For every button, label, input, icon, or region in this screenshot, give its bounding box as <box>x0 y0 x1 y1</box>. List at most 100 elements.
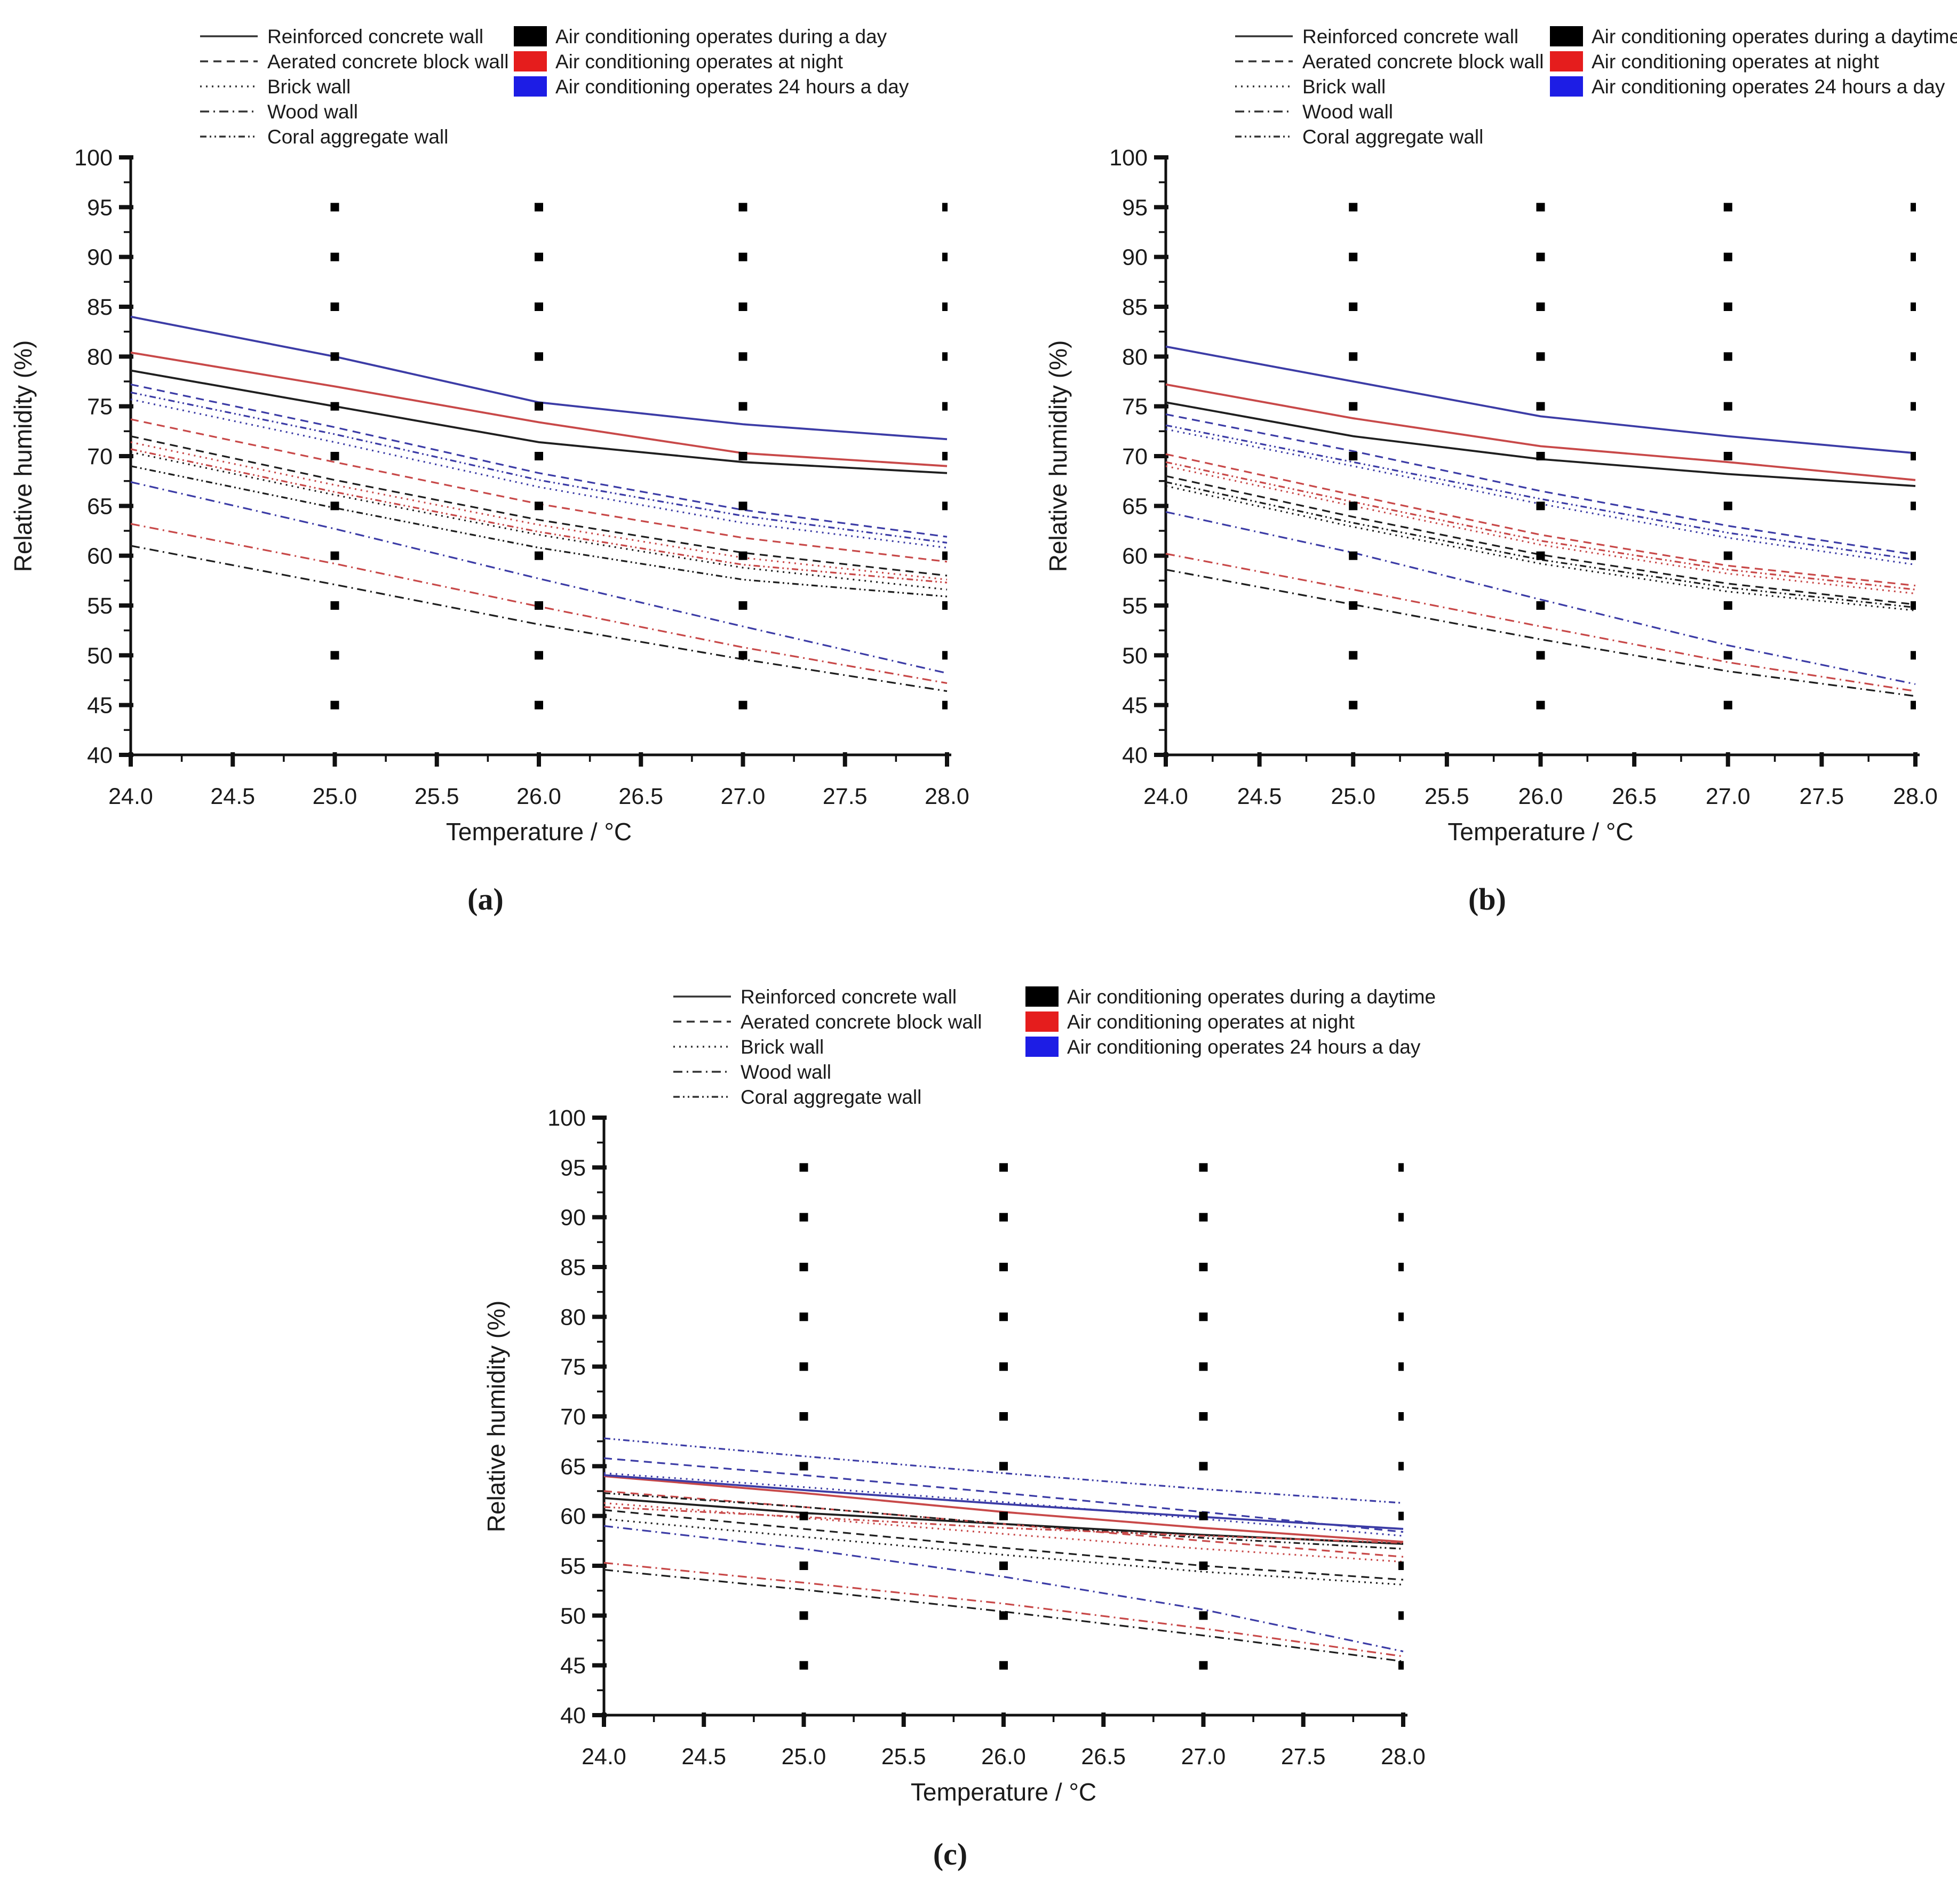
grid-dot <box>942 700 948 710</box>
series-brick-wall-h24 <box>130 399 948 549</box>
grid-dot <box>1398 1511 1404 1520</box>
grid-dot <box>1723 302 1732 311</box>
grid-dot <box>942 452 948 460</box>
grid-dot <box>1398 1412 1404 1421</box>
grid-dot <box>1398 1611 1404 1620</box>
grid-dot <box>535 302 543 311</box>
grid-dot <box>1398 1661 1404 1670</box>
series-wood-wall-day <box>1165 569 1916 697</box>
x-tick-label: 24.5 <box>681 1744 726 1770</box>
x-axis-title: Temperature / °C <box>446 818 632 846</box>
grid-dot <box>999 1163 1008 1172</box>
grid-dot <box>330 501 339 511</box>
series-brick-wall-day <box>1165 485 1916 611</box>
legend-swatch-air-conditioning-operates-during-a-daytime <box>1025 986 1059 1007</box>
y-tick-label: 100 <box>1109 145 1148 171</box>
series-aerated-concrete-block-wall-night <box>603 1490 1404 1558</box>
grid-dot <box>999 1263 1008 1271</box>
grid-dot <box>738 352 747 361</box>
grid-dot <box>799 1562 808 1570</box>
x-tick-label: 26.5 <box>1612 784 1657 809</box>
grid-dot <box>799 1661 808 1670</box>
series-reinforced-concrete-wall-night <box>1165 383 1916 481</box>
legend-label-coral-aggregate-wall: Coral aggregate wall <box>741 1086 921 1108</box>
legend-label-air-conditioning-operates-at-night: Air conditioning operates at night <box>1592 51 1880 73</box>
grid-dot <box>1536 452 1545 460</box>
legend-label-air-conditioning-operates-during-a-daytime: Air conditioning operates during a dayti… <box>1067 986 1436 1008</box>
grid-dot <box>1349 551 1358 560</box>
series-reinforced-concrete-wall-day <box>130 369 948 474</box>
grid-dot <box>799 1163 808 1172</box>
grid-dot <box>1349 402 1358 411</box>
y-tick-label: 45 <box>87 693 113 719</box>
x-tick-label: 26.0 <box>1518 784 1563 809</box>
series-reinforced-concrete-wall-day <box>1165 401 1916 487</box>
y-ticks: 40 45 50 55 60 65 70 75 80 85 90 95 100 <box>547 1105 607 1728</box>
grid-dot <box>999 1562 1008 1570</box>
y-tick-label: 95 <box>560 1155 586 1181</box>
x-tick-label: 27.5 <box>1281 1744 1326 1770</box>
grid-dot <box>999 1312 1008 1321</box>
grid-dot <box>942 501 948 511</box>
x-tick-label: 26.0 <box>516 784 561 809</box>
grid-dot <box>330 352 339 361</box>
grid-dot <box>1723 551 1732 560</box>
legend-label-air-conditioning-operates-at-night: Air conditioning operates at night <box>1067 1011 1355 1033</box>
grid-dot <box>330 700 339 710</box>
series-coral-aggregate-wall-day <box>603 1492 1404 1550</box>
grid-dot <box>535 352 543 361</box>
grid-dot <box>1536 551 1545 560</box>
grid-dots <box>330 203 948 710</box>
x-tick-label: 24.5 <box>1237 784 1282 809</box>
series-aerated-concrete-block-wall-h24 <box>130 384 948 538</box>
grid-dot <box>1911 651 1916 660</box>
legend-swatch-air-conditioning-operates-during-a-daytime <box>1550 26 1583 46</box>
grid-dot <box>1349 700 1358 710</box>
y-tick-label: 75 <box>87 394 113 420</box>
grid-dot <box>999 1462 1008 1471</box>
grid-dot <box>1199 1263 1208 1271</box>
grid-dot <box>799 1462 808 1471</box>
grid-dot <box>799 1312 808 1321</box>
chart-caption-c: (c) <box>933 1837 967 1871</box>
grid-dot <box>1398 1312 1404 1321</box>
series-reinforced-concrete-wall-h24 <box>1165 345 1916 455</box>
y-tick-label: 60 <box>1122 544 1148 569</box>
grid-dot <box>535 203 543 212</box>
series-brick-wall-night <box>1165 465 1916 595</box>
y-tick-label: 50 <box>560 1603 586 1629</box>
series-reinforced-concrete-wall-night <box>130 351 948 467</box>
grid-dot <box>999 1362 1008 1371</box>
grid-dot <box>535 551 543 560</box>
legend-label-wood-wall: Wood wall <box>741 1061 831 1083</box>
grid-dots <box>799 1163 1404 1670</box>
legend-label-reinforced-concrete-wall: Reinforced concrete wall <box>267 26 483 47</box>
x-tick-label: 25.0 <box>313 784 357 809</box>
grid-dot <box>942 601 948 610</box>
grid-dot <box>535 651 543 660</box>
grid-dot <box>799 1362 808 1371</box>
y-tick-label: 85 <box>87 294 113 320</box>
legend-swatch-air-conditioning-operates-at-night <box>514 51 547 71</box>
grid-dot <box>1398 1163 1404 1172</box>
grid-dot <box>999 1611 1008 1620</box>
grid-dot <box>1398 1263 1404 1271</box>
series-aerated-concrete-block-wall-day <box>130 435 948 577</box>
grid-dot <box>999 1661 1008 1670</box>
legend-label-brick-wall: Brick wall <box>741 1036 824 1058</box>
series-reinforced-concrete-wall-h24 <box>603 1474 1404 1530</box>
grid-dot <box>942 402 948 411</box>
grid-dot <box>1911 452 1916 460</box>
series-aerated-concrete-block-wall-day <box>603 1509 1404 1581</box>
grid-dot <box>1911 551 1916 560</box>
grid-dot <box>1911 700 1916 710</box>
grid-dot <box>1199 1362 1208 1371</box>
grid-dot <box>1199 1213 1208 1222</box>
legend-swatch-air-conditioning-operates-during-a-day <box>514 26 547 46</box>
grid-dot <box>535 700 543 710</box>
x-tick-label: 24.0 <box>582 1744 626 1770</box>
y-ticks: 40 45 50 55 60 65 70 75 80 85 90 95 100 <box>1109 145 1168 768</box>
y-tick-label: 80 <box>560 1304 586 1330</box>
grid-dot <box>799 1213 808 1222</box>
